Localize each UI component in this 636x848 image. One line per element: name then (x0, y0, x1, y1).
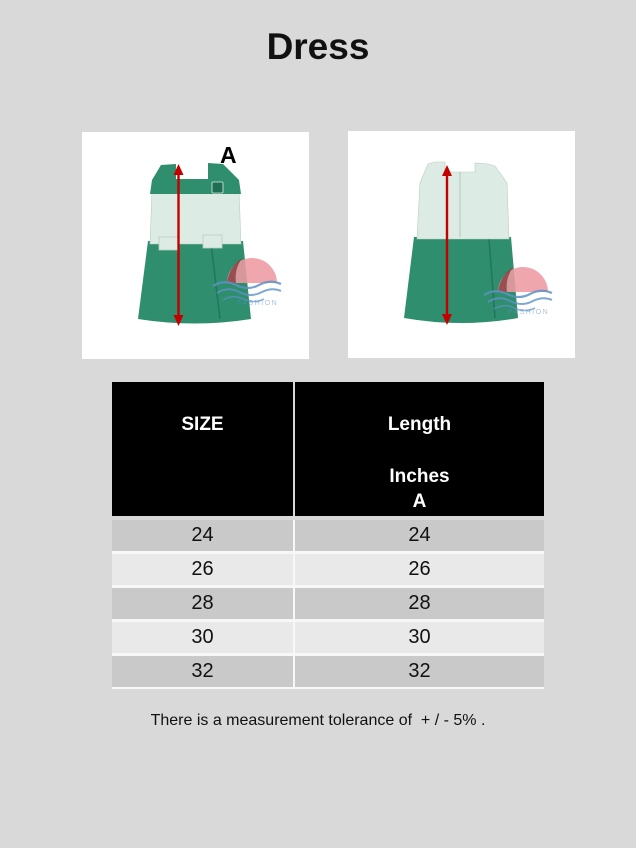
dress-front-image: A FASHION (82, 132, 309, 359)
length-cell: 32 (293, 656, 544, 687)
size-table: SIZE Length Inches A 24 24 26 26 28 28 3… (112, 382, 544, 689)
size-cell: 32 (112, 656, 293, 687)
page-title: Dress (266, 26, 370, 67)
unit-label: Inches (389, 466, 450, 487)
length-cell: 26 (293, 554, 544, 585)
size-cell: 26 (112, 554, 293, 585)
length-cell: 24 (293, 520, 544, 551)
table-row: 24 24 (112, 520, 544, 551)
column-header-size: SIZE (181, 414, 224, 435)
chest-logo-patch (211, 181, 224, 194)
size-cell: 30 (112, 622, 293, 653)
table-row: 26 26 (112, 554, 544, 585)
column-header-length: Length Inches A (293, 382, 544, 516)
measurement-arrow-icon (442, 165, 452, 325)
watermark-text: FASHION (508, 309, 549, 316)
watermark-logo-icon: FASHION (483, 267, 553, 316)
measure-letter-label: A (412, 491, 427, 512)
dress-back-illustration: FASHION (404, 161, 553, 325)
size-table-header: SIZE Length Inches A (112, 382, 544, 516)
size-cell: 24 (112, 520, 293, 551)
table-row: 28 28 (112, 588, 544, 619)
length-cell: 30 (293, 622, 544, 653)
size-cell: 28 (112, 588, 293, 619)
watermark-text: FASHION (237, 300, 278, 307)
tolerance-note: There is a measurement tolerance of + / … (150, 712, 486, 729)
watermark-logo-icon: FASHION (212, 258, 282, 307)
length-cell: 28 (293, 588, 544, 619)
measure-label-a: A (220, 142, 237, 168)
measurement-arrow-icon (173, 164, 184, 326)
dress-front-graphic (138, 163, 251, 324)
dress-front-illustration: A FASHION (138, 142, 282, 326)
size-table-body: 24 24 26 26 28 28 30 30 32 32 (112, 520, 544, 689)
dress-back-graphic (404, 161, 518, 323)
table-row: 30 30 (112, 622, 544, 653)
length-label: Length (387, 414, 452, 435)
dress-back-image: FASHION (348, 131, 575, 358)
table-row: 32 32 (112, 656, 544, 687)
